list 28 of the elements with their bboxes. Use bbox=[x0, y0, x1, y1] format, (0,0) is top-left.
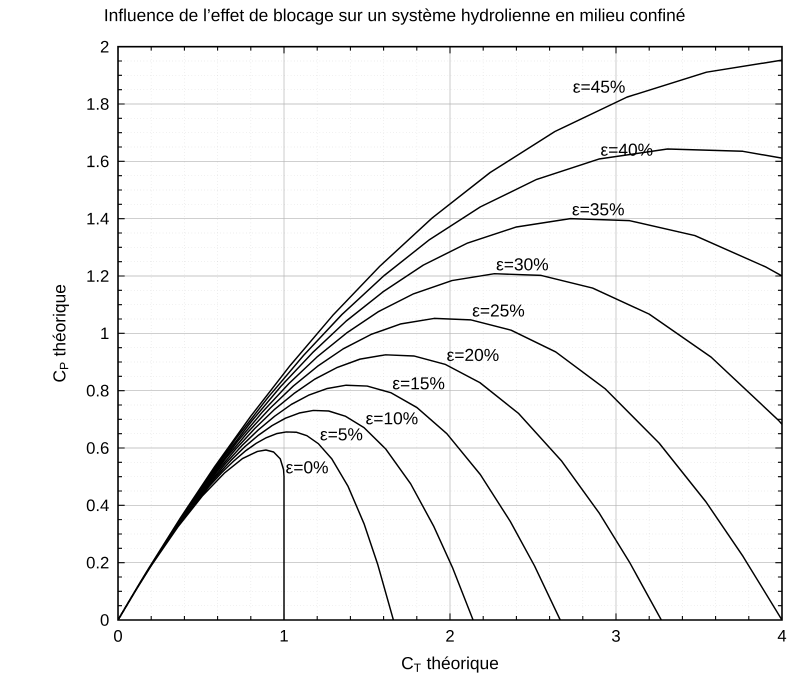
x-tick-label: 3 bbox=[612, 630, 620, 642]
chart-title: Influence de l’effet de blocage sur un système hydrolienne en milieu confiné bbox=[105, 8, 685, 25]
x-tick-label: 2 bbox=[446, 630, 454, 642]
annotation: ε=5% bbox=[320, 428, 362, 440]
y-tick-label: 0.6 bbox=[86, 442, 109, 454]
annotation: ε=30% bbox=[496, 258, 548, 270]
y-tick-label: 1 bbox=[101, 328, 108, 340]
x-axis-title: C$_{T}$ théorique bbox=[402, 656, 498, 673]
y-tick-label: 1.6 bbox=[87, 155, 109, 168]
y-tick-label: 0.8 bbox=[86, 384, 109, 397]
annotation: ε=10% bbox=[366, 412, 418, 424]
annotation: ε=0% bbox=[286, 461, 328, 474]
annotation: ε=25% bbox=[472, 304, 524, 317]
y-tick-label: 1.8 bbox=[87, 98, 109, 110]
annotation: ε=15% bbox=[392, 377, 444, 390]
y-tick-label: 1.2 bbox=[87, 270, 108, 282]
y-tick-label: 0.4 bbox=[86, 499, 109, 512]
annotation: ε=45% bbox=[573, 80, 625, 93]
annotation: ε=35% bbox=[572, 203, 624, 216]
y-tick-label: 0.2 bbox=[86, 556, 108, 569]
y-axis-title: C$_{P}$ théorique bbox=[52, 284, 69, 382]
annotation: ε=20% bbox=[447, 348, 499, 362]
y-tick-label: 1.4 bbox=[87, 212, 109, 224]
x-tick-label: 0 bbox=[114, 630, 122, 642]
x-tick-label: 1 bbox=[280, 630, 288, 642]
y-tick-label: 0 bbox=[100, 614, 109, 626]
y-tick-label: 2 bbox=[100, 40, 108, 52]
x-tick-label: 4 bbox=[778, 630, 786, 642]
